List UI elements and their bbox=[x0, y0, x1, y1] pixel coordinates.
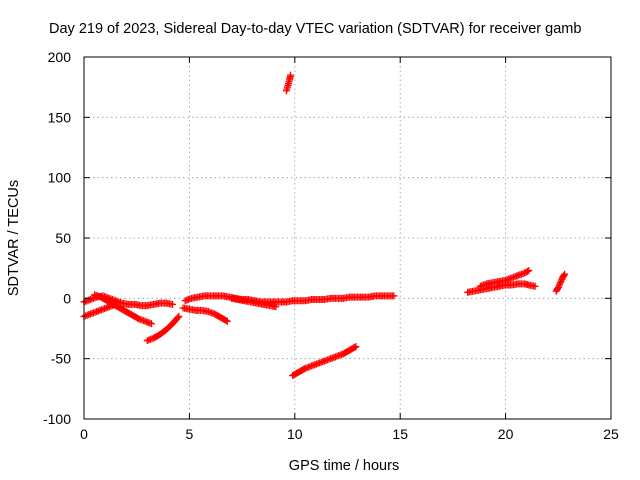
y-axis-label: SDTVAR / TECUs bbox=[6, 180, 22, 296]
series-track-d bbox=[143, 312, 183, 345]
x-tick-label: 20 bbox=[498, 426, 514, 442]
x-tick-label: 5 bbox=[186, 426, 194, 442]
y-tick-label: 0 bbox=[63, 290, 71, 306]
data-point bbox=[556, 280, 564, 288]
x-tick-label: 10 bbox=[287, 426, 303, 442]
x-tick-label: 0 bbox=[80, 426, 88, 442]
y-tick-label: 150 bbox=[48, 109, 72, 125]
data-marks bbox=[80, 71, 569, 380]
x-tick-label: 25 bbox=[603, 426, 619, 442]
data-point bbox=[223, 317, 231, 325]
data-point bbox=[390, 292, 398, 300]
data-point bbox=[525, 267, 533, 275]
data-point bbox=[554, 283, 562, 291]
data-point bbox=[556, 279, 564, 287]
data-point bbox=[555, 282, 563, 290]
y-tick-label: 100 bbox=[48, 170, 72, 186]
data-point bbox=[531, 282, 539, 290]
series-track-g bbox=[228, 294, 280, 311]
grid bbox=[84, 57, 611, 419]
data-point bbox=[272, 303, 280, 311]
series-track-b bbox=[80, 300, 120, 320]
data-point bbox=[560, 271, 568, 279]
y-tick-label: -50 bbox=[51, 351, 71, 367]
series-track-c bbox=[91, 291, 155, 328]
chart-title: Day 219 of 2023, Sidereal Day-to-day VTE… bbox=[49, 21, 581, 37]
data-point bbox=[557, 277, 565, 285]
y-tick-label: 200 bbox=[48, 49, 72, 65]
axis-ticks: 0 5 10 15 20 25 -100 -50 0 50 100 150 200 bbox=[43, 49, 619, 442]
series-track-h bbox=[282, 71, 295, 95]
x-axis-label: GPS time / hours bbox=[289, 458, 399, 474]
data-point bbox=[222, 317, 230, 325]
x-tick-label: 15 bbox=[392, 426, 408, 442]
data-point bbox=[175, 312, 183, 320]
y-tick-label: 50 bbox=[55, 230, 71, 246]
series-track-j bbox=[464, 280, 539, 296]
y-tick-label: -100 bbox=[43, 411, 71, 427]
series-track-k bbox=[476, 267, 533, 290]
series-track-i bbox=[289, 343, 360, 380]
series-track-l bbox=[552, 270, 569, 295]
data-point bbox=[169, 300, 177, 308]
data-point bbox=[351, 343, 359, 351]
series-track-e bbox=[181, 292, 398, 306]
data-point bbox=[147, 320, 155, 328]
data-point bbox=[174, 314, 182, 322]
data-point bbox=[561, 270, 569, 278]
data-point bbox=[287, 71, 295, 79]
data-point bbox=[352, 343, 360, 351]
plot-frame bbox=[83, 56, 612, 420]
data-point bbox=[523, 267, 531, 275]
series-track-f bbox=[179, 304, 231, 325]
